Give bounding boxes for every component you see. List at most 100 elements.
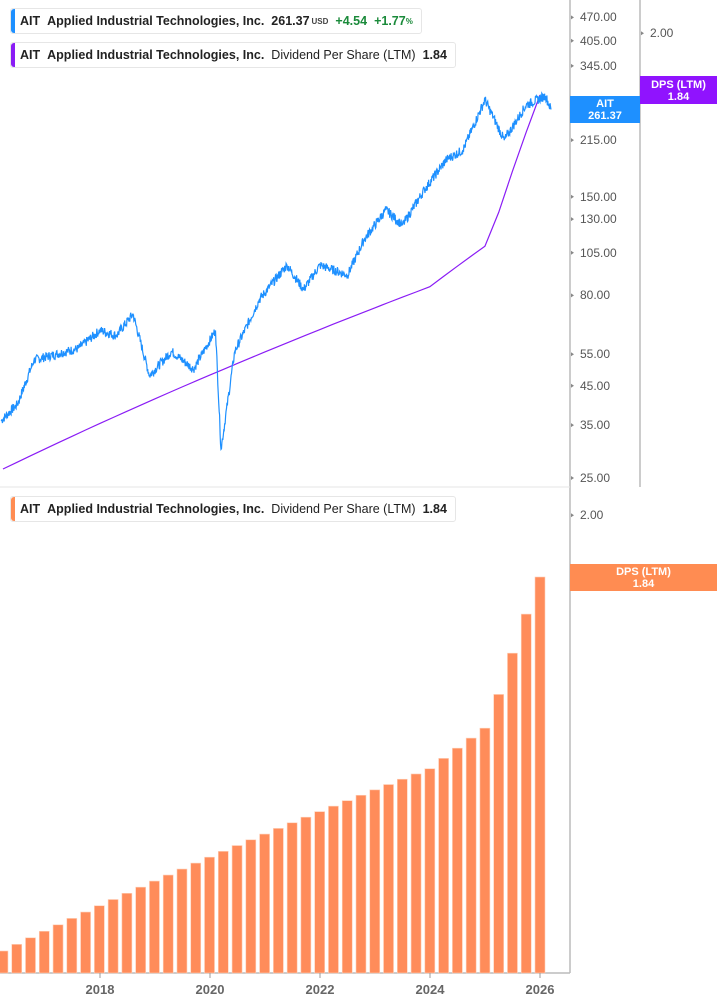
dps-bar (176, 868, 188, 974)
dps-bar (507, 652, 518, 974)
legend-color-marker (11, 9, 15, 33)
price-axis-tick: 150.00 (580, 189, 617, 204)
tick-mark (571, 217, 574, 222)
dps-bar (121, 893, 133, 974)
price-line (0, 91, 552, 452)
price-axis-tick: 45.00 (580, 378, 611, 393)
dps-bar (410, 773, 422, 974)
tag-label: DPS (LTM) (651, 79, 706, 91)
legend-dps-bottom[interactable]: AIT Applied Industrial Technologies, Inc… (10, 496, 456, 522)
legend-currency: USD (311, 16, 329, 26)
year-tick-label: 2018 (85, 982, 115, 997)
tag-label: DPS (LTM) (616, 566, 671, 578)
year-tick-label: 2026 (525, 982, 555, 997)
dps-bar (300, 816, 312, 974)
legend-ticker: AIT (20, 14, 41, 28)
dps-bar (0, 950, 9, 974)
dps-bar (149, 880, 160, 974)
price-axis-tick: 55.00 (580, 347, 611, 362)
tag-value: 1.84 (667, 91, 690, 103)
price-axis-tick: 80.00 (580, 288, 611, 303)
tick-mark (571, 513, 574, 518)
tick-mark (571, 423, 574, 428)
dps-bar (204, 856, 215, 974)
dps-bar (259, 833, 270, 974)
dps-bar (107, 899, 119, 974)
dps-bar (286, 822, 298, 974)
price-last-value-tag: AIT 261.37 (570, 96, 640, 123)
dps-bar (231, 845, 243, 974)
legend-company: Applied Industrial Technologies, Inc. (47, 14, 265, 28)
tick-mark (571, 138, 574, 143)
year-tick-label: 2022 (305, 982, 335, 997)
dps-bar (11, 944, 23, 974)
dps-bar (355, 794, 367, 974)
dps-bar (314, 811, 325, 974)
dps-bar (52, 924, 64, 974)
dps-line (2, 94, 541, 470)
legend-value: 1.84 (422, 48, 447, 62)
legend-metric: Dividend Per Share (LTM) (271, 48, 416, 62)
price-axis-tick: 405.00 (580, 33, 617, 48)
dps-bar (66, 918, 78, 974)
legend-color-marker (11, 43, 15, 67)
dps-bar (245, 839, 257, 974)
tag-label: AIT (596, 98, 614, 110)
legend-pct-sign: % (405, 16, 413, 26)
legend-price-value: 261.37 (271, 14, 310, 28)
dps-bar (135, 886, 146, 974)
dps-bar (94, 905, 105, 974)
price-axis-tick: 25.00 (580, 471, 611, 485)
tick-mark (571, 15, 574, 20)
dps-bar (38, 930, 50, 974)
dps-bar (452, 747, 463, 974)
price-axis-tick: 105.00 (580, 245, 617, 260)
dps-bar (328, 805, 339, 974)
tick-mark (571, 38, 574, 43)
year-tick-label: 2024 (415, 982, 445, 997)
dps-bar (383, 784, 394, 974)
legend-price[interactable]: AIT Applied Industrial Technologies, Inc… (10, 8, 422, 34)
legend-ticker: AIT (20, 48, 41, 62)
dps-bar (80, 911, 91, 974)
legend-dps-top[interactable]: AIT Applied Industrial Technologies, Inc… (10, 42, 456, 68)
dps-bar (217, 851, 229, 974)
legend-company: Applied Industrial Technologies, Inc. (47, 502, 265, 516)
tick-mark (571, 352, 574, 357)
dps-bar (341, 800, 353, 974)
tick-mark (571, 293, 574, 298)
year-tick-label: 2020 (195, 982, 225, 997)
dps-bar (438, 758, 449, 974)
dps-bar (396, 778, 408, 974)
dps-bottom-last-value-tag: DPS (LTM) 1.84 (570, 564, 717, 591)
tick-mark (571, 383, 574, 388)
tick-mark (641, 31, 644, 36)
dps-bar (493, 694, 504, 974)
legend-change: +4.54 (335, 14, 368, 28)
dps-bar (162, 874, 174, 974)
legend-metric: Dividend Per Share (LTM) (271, 502, 416, 516)
price-axis-tick: 215.00 (580, 133, 617, 148)
legend-company: Applied Industrial Technologies, Inc. (47, 48, 265, 62)
price-axis-tick: 130.00 (580, 212, 617, 227)
dps-bar (273, 828, 284, 974)
legend-change-pct: +1.77 (374, 14, 406, 28)
price-axis-tick: 345.00 (580, 58, 617, 73)
dps-bar-axis-tick: 2.00 (580, 508, 604, 523)
dps-top-last-value-tag: DPS (LTM) 1.84 (640, 76, 717, 104)
tick-mark (571, 250, 574, 255)
tick-mark (571, 63, 574, 68)
dps-bar (534, 576, 546, 974)
dps-bar (479, 727, 491, 974)
dps-bar (25, 937, 36, 974)
dps-bar (369, 789, 381, 974)
legend-ticker: AIT (20, 502, 41, 516)
price-axis-tick: 470.00 (580, 10, 617, 25)
dps-axis-tick: 2.00 (650, 26, 674, 41)
tag-value: 1.84 (632, 578, 655, 590)
price-axis-tick: 35.00 (580, 418, 611, 433)
dps-bar (424, 768, 436, 974)
dps-bar (465, 737, 477, 974)
dps-bar (190, 862, 202, 974)
